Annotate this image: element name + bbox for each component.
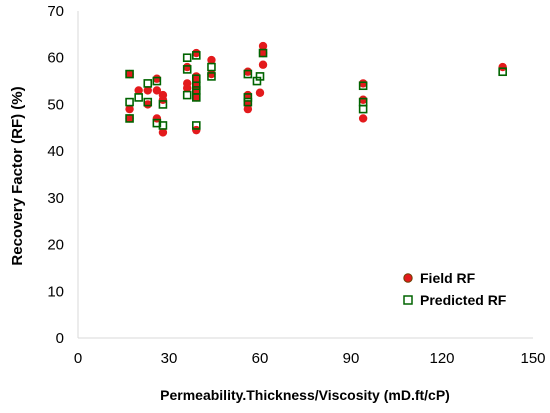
field-rf-point xyxy=(358,114,368,123)
field-rf-point xyxy=(498,62,507,72)
predicted-rf-point xyxy=(243,69,253,79)
predicted-rf-point xyxy=(125,97,134,107)
y-tick-label: 0 xyxy=(56,330,64,347)
predicted-rf-point xyxy=(125,114,134,123)
legend-marker-predicted-rf xyxy=(403,295,413,305)
field-rf-point xyxy=(152,74,162,83)
predicted-rf-point xyxy=(358,81,368,91)
predicted-rf-point xyxy=(152,118,162,128)
predicted-rf-point xyxy=(143,79,153,88)
field-rf-point xyxy=(125,69,134,79)
x-tick-label: 90 xyxy=(343,350,360,367)
field-rf-point xyxy=(258,60,268,69)
x-tick-label: 30 xyxy=(161,350,178,367)
field-rf-point xyxy=(243,90,253,100)
axes xyxy=(77,11,533,339)
field-rf-point xyxy=(192,93,201,102)
y-tick-label: 10 xyxy=(47,283,64,300)
y-tick-label: 40 xyxy=(47,143,64,160)
predicted-rf-point xyxy=(192,81,201,91)
predicted-rf-point xyxy=(207,72,216,81)
predicted-rf-point xyxy=(258,48,268,58)
predicted-rf-point xyxy=(158,121,168,130)
field-rf-point xyxy=(258,48,268,58)
predicted-rf-point xyxy=(192,93,201,102)
field-rf-point xyxy=(152,114,162,123)
field-rf-point xyxy=(158,128,168,137)
predicted-rf-point xyxy=(125,69,134,79)
predicted-rf-point xyxy=(158,100,168,109)
x-tick-label: 150 xyxy=(520,350,545,367)
x-tick-label: 60 xyxy=(252,350,269,367)
x-tick-label: 120 xyxy=(429,350,454,367)
field-rf-point xyxy=(183,83,192,93)
x-axis-title: Permeability.Thickness/Viscosity (mD.ft/… xyxy=(160,387,450,403)
field-rf-point xyxy=(125,114,134,123)
predicted-rf-point xyxy=(152,76,162,86)
x-tick-label: 0 xyxy=(74,350,82,367)
field-rf-point xyxy=(143,86,152,95)
legend-marker-field-rf xyxy=(403,273,413,283)
predicted-rf-point xyxy=(207,62,216,72)
predicted-rf-point xyxy=(192,121,201,130)
legend-item-field-rf: Field RF xyxy=(403,270,476,286)
legend-label-field-rf: Field RF xyxy=(420,270,476,286)
field-rf-point xyxy=(152,86,162,95)
predicted-rf-point xyxy=(358,104,368,114)
field-rf-point xyxy=(143,100,152,109)
y-tick-label: 70 xyxy=(47,3,64,20)
field-rf-point xyxy=(134,86,143,95)
y-tick-label: 50 xyxy=(47,96,64,113)
predicted-rf-point xyxy=(498,67,507,77)
predicted-rf-point xyxy=(243,97,253,107)
predicted-rf-point xyxy=(182,90,192,100)
field-rf-point xyxy=(183,62,192,72)
y-tick-label: 20 xyxy=(47,237,64,254)
field-rf-point xyxy=(192,125,201,135)
predicted-rf-point xyxy=(192,51,201,60)
predicted-rf-point xyxy=(255,72,265,81)
predicted-rf-point xyxy=(243,93,253,102)
y-tick-label: 60 xyxy=(47,50,64,67)
y-tick-label: 30 xyxy=(47,190,64,207)
field-rf-point xyxy=(125,104,134,114)
legend-label-predicted-rf: Predicted RF xyxy=(420,292,507,308)
field-rf-point xyxy=(158,95,168,104)
data-points xyxy=(125,41,507,137)
y-axis-title: Recovery Factor (RF) (%) xyxy=(9,86,26,265)
field-rf-point xyxy=(207,69,216,79)
field-rf-point xyxy=(207,55,216,65)
predicted-rf-point xyxy=(143,97,153,107)
legend: Field RF Predicted RF xyxy=(403,270,507,308)
field-rf-point xyxy=(258,41,268,51)
legend-item-predicted-rf: Predicted RF xyxy=(403,292,507,308)
field-rf-point xyxy=(358,95,368,104)
tick-labels: 0 30 60 90 120 150 0 10 20 30 40 50 60 70 xyxy=(47,3,545,367)
field-rf-point xyxy=(192,48,201,58)
predicted-rf-point xyxy=(182,53,192,63)
field-rf-point xyxy=(243,67,253,76)
predicted-rf-point xyxy=(182,65,192,74)
field-rf-point xyxy=(358,79,368,88)
field-rf-point xyxy=(255,88,265,97)
field-rf-point xyxy=(243,104,253,114)
predicted-rf-point xyxy=(134,93,143,102)
